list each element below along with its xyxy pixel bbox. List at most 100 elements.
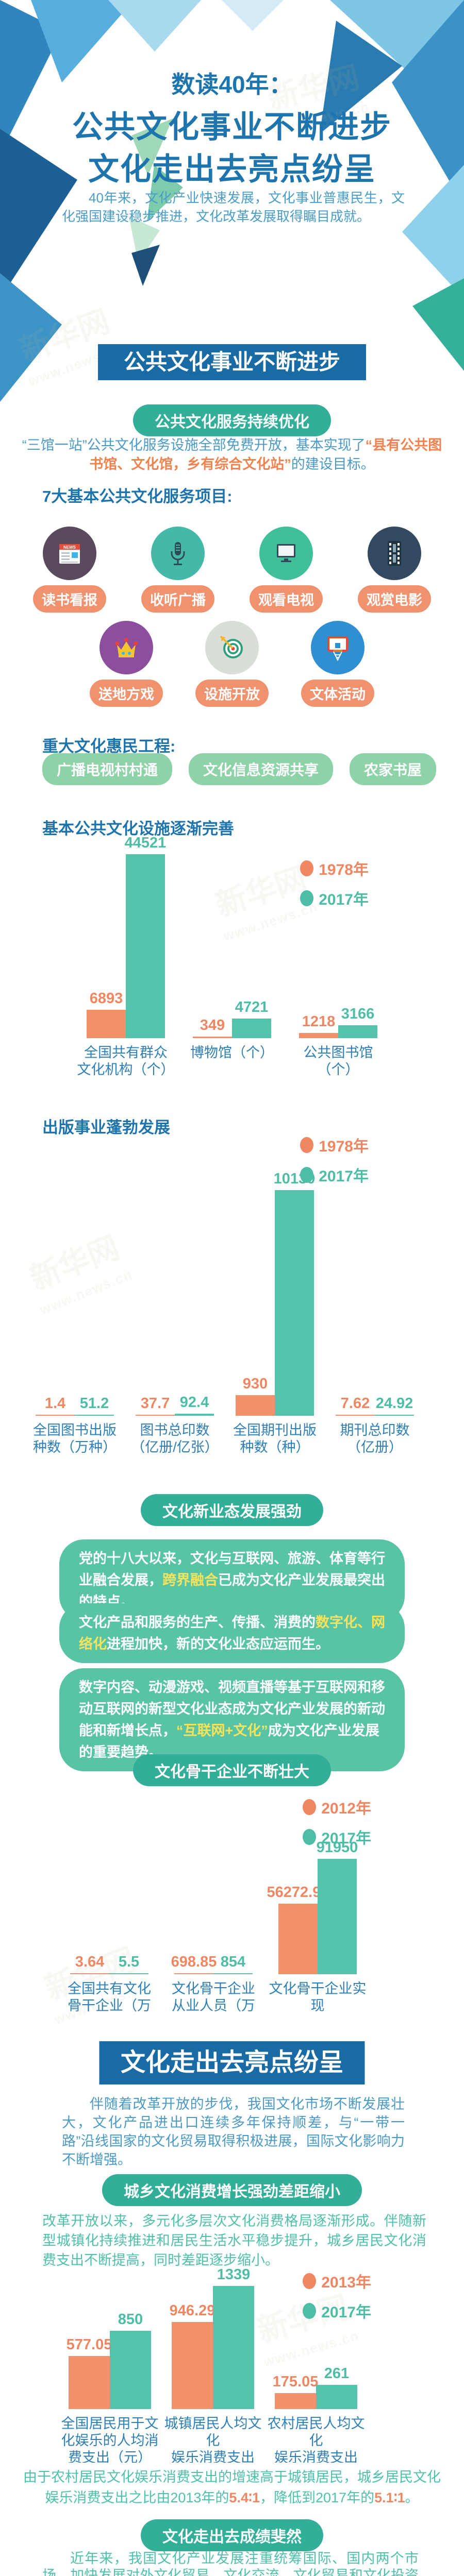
chart-group: 349 4721 博物馆（个） bbox=[183, 999, 281, 1084]
pill-going-global: 文化走出去成绩斐然 bbox=[141, 2519, 323, 2551]
group-label-line: 城镇居民人均文化 bbox=[164, 2416, 262, 2448]
pill-backbone-enterprises: 文化骨干企业不断壮大 bbox=[133, 1754, 331, 1786]
bar-pair: 1.4 51.2 bbox=[36, 1395, 114, 1416]
section1-banner: 公共文化事业不断进步 bbox=[98, 344, 366, 380]
bar-column: 44521 bbox=[124, 835, 167, 1038]
bar-column: 946.29 bbox=[169, 2302, 216, 2409]
text-segment: 数字内容、动漫游戏、视频直播等基于互联网和移动互联网的新型文化业态成为文化产业发… bbox=[79, 1680, 385, 1738]
newbiz-box-3: 数字内容、动漫游戏、视频直播等基于互联网和移动互联网的新型文化业态成为文化产业发… bbox=[59, 1668, 405, 1771]
bar bbox=[126, 854, 165, 1038]
bar-value: 1.4 bbox=[44, 1395, 66, 1412]
bar bbox=[193, 1037, 232, 1038]
legend-label: 1978年 bbox=[319, 861, 369, 878]
bar-pair: 56272.95 91950 bbox=[267, 1839, 358, 1974]
chart-group: 1218 3166 公共图书馆（个） bbox=[289, 1006, 387, 1084]
bar-column: 698.85 bbox=[171, 1954, 217, 1974]
bar bbox=[213, 1973, 253, 1974]
bar-value: 24.92 bbox=[375, 1395, 413, 1412]
legend-dot bbox=[300, 1166, 314, 1183]
bar-value: 850 bbox=[118, 2311, 143, 2328]
bar bbox=[338, 1025, 377, 1038]
group-label-line: 费支出（元） bbox=[68, 2450, 152, 2463]
text-segment: “互联网+文化” bbox=[176, 1723, 268, 1738]
service-item: 观赏电影 bbox=[351, 527, 438, 613]
bar-value: 1218 bbox=[302, 1013, 336, 1030]
bar bbox=[336, 1415, 375, 1416]
bar-value: 854 bbox=[220, 1954, 246, 1970]
decor-triangle bbox=[108, 0, 201, 52]
group-label: 全国居民用于文 化娱乐的人均消 费支出（元） bbox=[61, 2415, 159, 2463]
bar bbox=[316, 2385, 357, 2409]
crown-icon bbox=[100, 621, 153, 674]
bar-value: 10130 bbox=[273, 1171, 316, 1187]
service-item: 观看电视 bbox=[242, 527, 330, 613]
chart-public-facilities: 1978年 2017年 6893 44521 全国共有群众 文化机构（个） 349 4721 博… bbox=[0, 817, 464, 1084]
service-label: 送地方戏 bbox=[90, 680, 163, 707]
bar-column: 24.92 bbox=[375, 1395, 414, 1416]
bar-pair: 930 10130 bbox=[236, 1171, 316, 1416]
service-label: 观看电视 bbox=[250, 585, 323, 613]
legend-item: 2017年 bbox=[303, 2299, 371, 2322]
legend-label: 2017年 bbox=[321, 1830, 371, 1847]
project-pill: 农家书屋 bbox=[350, 753, 437, 785]
bar-value: 349 bbox=[200, 1017, 225, 1033]
chart-groups: 577.05 850 全国居民用于文 化娱乐的人均消 费支出（元） 946.29 1339 城… bbox=[0, 2266, 445, 2463]
bar-column: 3.64 bbox=[70, 1954, 109, 1974]
page-kicker: 数读40年： bbox=[171, 71, 293, 98]
bar bbox=[299, 1033, 338, 1038]
text-segment: 进程加快，新的文化业态应运而生。 bbox=[107, 1636, 329, 1652]
section2-intro: 伴随着改革开放的步伐，我国文化市场不断发展壮大，文化产品进出口连续多年保持顺差，… bbox=[62, 2096, 405, 2167]
decor-triangle bbox=[222, 0, 284, 31]
text-segment: 跨界融合 bbox=[162, 1572, 218, 1588]
chart-legend: 1978年 2017年 bbox=[300, 857, 369, 909]
legend-dot bbox=[303, 2302, 317, 2319]
bar bbox=[213, 2286, 254, 2409]
bar bbox=[174, 1973, 213, 1974]
legend-dot bbox=[303, 2273, 317, 2289]
legend-item: 1978年 bbox=[300, 857, 369, 879]
bar-column: 1218 bbox=[299, 1013, 338, 1038]
decor-triangle bbox=[0, 273, 62, 402]
bar-value: 44521 bbox=[124, 835, 167, 851]
services-row-1: NEWS 读书看报 收听广播 观看电视 观赏电影 bbox=[0, 527, 464, 613]
chart2-heading: 出版事业蓬勃发展 bbox=[42, 1118, 170, 1137]
tv-icon bbox=[259, 527, 313, 580]
bar bbox=[278, 1904, 318, 1974]
chart-publishing: 1978年 2017年 1.4 51.2 全国图书出版 种数（万种） 37.7 92.4 图书总… bbox=[0, 1115, 464, 1476]
legend-dot bbox=[300, 860, 314, 876]
bar bbox=[136, 1415, 175, 1416]
bar bbox=[70, 1973, 109, 1974]
chart-group: 56272.95 91950 文化骨干企业实现营业收入（亿元） bbox=[267, 1839, 369, 2014]
legend-label: 1978年 bbox=[319, 1138, 369, 1155]
legend-item: 2013年 bbox=[303, 2269, 371, 2292]
bar-value: 261 bbox=[324, 2365, 350, 2382]
bar-column: 1339 bbox=[213, 2266, 254, 2409]
bar-column: 577.05 bbox=[67, 2336, 112, 2409]
bar-column: 92.4 bbox=[175, 1394, 214, 1416]
text-segment: 由于农村居民文化娱乐消费支出的增速高于城镇居民，城乡居民文化娱乐消费支出之比由2… bbox=[23, 2469, 441, 2505]
bar bbox=[175, 1414, 214, 1416]
text-segment: 5.4∶1 bbox=[229, 2490, 260, 2505]
bar-column: 56272.95 bbox=[267, 1884, 329, 1974]
ratio-paragraph: 由于农村居民文化娱乐消费支出的增速高于城镇居民，城乡居民文化娱乐消费支出之比由2… bbox=[21, 2467, 443, 2508]
group-label-line: 从业人员（万人） bbox=[172, 1998, 255, 2013]
bar bbox=[275, 1190, 314, 1416]
service-item: 送地方戏 bbox=[82, 621, 170, 707]
text-segment: 文化产品和服务的生产、传播、消费的 bbox=[79, 1615, 316, 1630]
bar-value: 946.29 bbox=[169, 2302, 216, 2319]
chart-group: 6893 44521 全国共有群众 文化机构（个） bbox=[77, 835, 175, 1084]
group-label-line: 全国居民用于文 bbox=[61, 2416, 159, 2431]
services-heading: 7大基本公共文化服务项目: bbox=[42, 487, 233, 505]
bar-value: 51.2 bbox=[79, 1395, 109, 1412]
svg-text:NEWS: NEWS bbox=[63, 545, 76, 550]
bar bbox=[172, 2322, 213, 2409]
bar-column: 51.2 bbox=[75, 1395, 114, 1416]
bar-pair: 577.05 850 bbox=[67, 2311, 151, 2409]
